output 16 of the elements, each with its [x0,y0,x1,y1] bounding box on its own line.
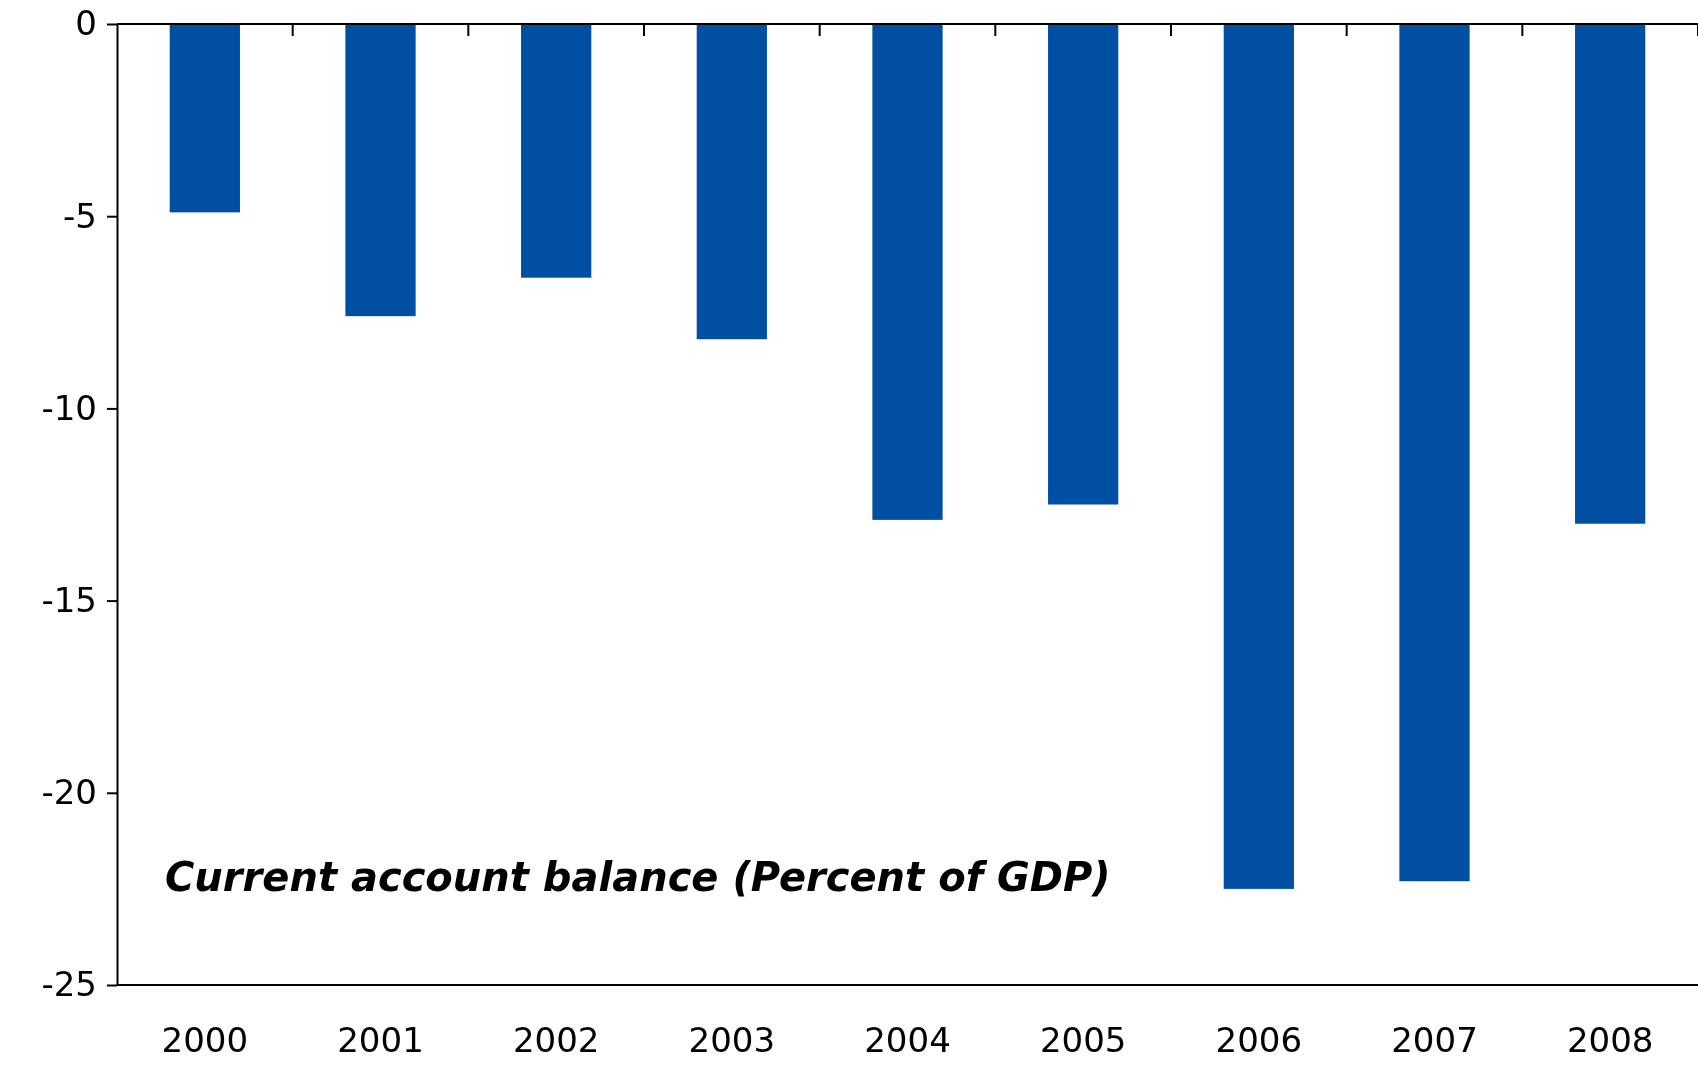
annotation: Current account balance (Percent of GDP) [165,854,1111,901]
x-tick-label: 2004 [864,1020,951,1060]
x-tick-label: 2007 [1391,1020,1478,1060]
y-tick-label: -20 [41,772,97,813]
x-tick-label: 2000 [161,1020,249,1060]
x-tick-label: 2006 [1215,1020,1303,1060]
y-tick-label: -25 [41,964,97,1005]
x-tick-label: 2002 [512,1020,600,1060]
y-tick-label: -10 [41,387,97,428]
x-tick-label: 2008 [1566,1020,1654,1060]
x-tick-label: 2003 [688,1020,776,1060]
y-tick-label: 0 [75,3,97,44]
y-tick-label: -5 [63,195,97,236]
y-tick-label: -15 [41,579,97,620]
x-tick-label: 2005 [1039,1020,1127,1060]
x-tick-label: 2001 [337,1020,424,1060]
